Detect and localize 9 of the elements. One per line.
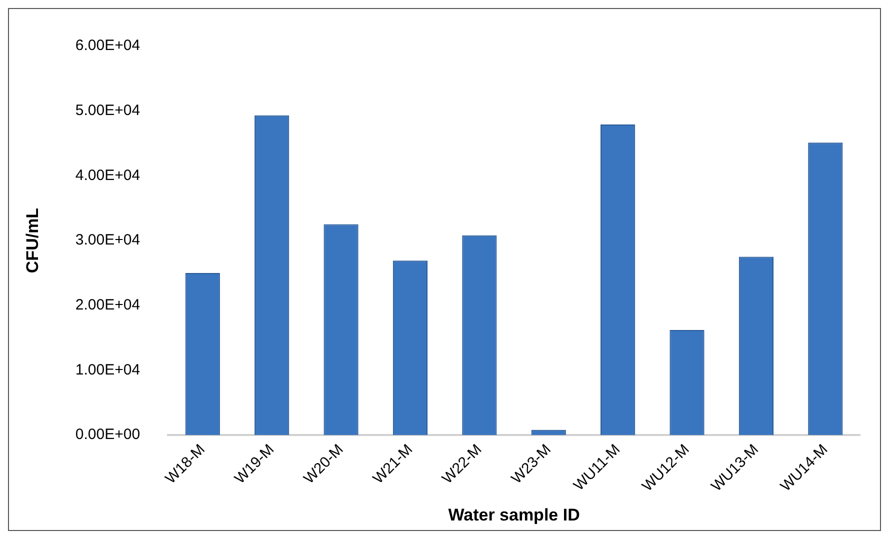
y-axis-title: CFU/mL (22, 208, 42, 274)
x-axis-title: Water sample ID (448, 505, 580, 524)
y-tick-label: 3.00E+04 (75, 232, 140, 249)
y-tick-label: 4.00E+04 (75, 166, 140, 184)
y-tick-label: 6.00E+04 (75, 37, 140, 54)
y-tick-label: 2.00E+04 (75, 296, 140, 314)
y-tick-label: 5.00E+04 (75, 102, 140, 119)
y-tick-label: 0.00E+00 (75, 426, 140, 444)
y-tick-label: 1.00E+04 (75, 361, 140, 378)
